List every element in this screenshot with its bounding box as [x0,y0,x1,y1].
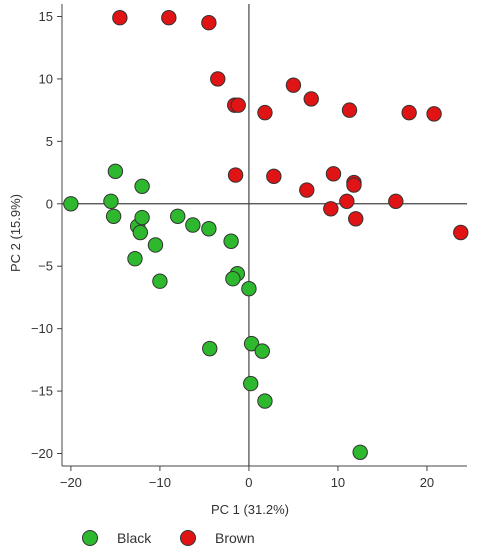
point-black [107,163,124,180]
x-tick-label: 10 [331,475,345,490]
y-tick-label: −5 [38,259,53,274]
point-brown [339,193,355,209]
point-brown [230,97,246,113]
point-brown [323,201,339,217]
x-axis-label: PC 1 (31.2%) [211,502,289,517]
y-tick-label: −15 [31,384,53,399]
legend-marker-brown [180,530,196,546]
point-brown [227,167,244,183]
point-black [257,393,273,409]
point-brown [426,106,442,122]
point-black [103,193,119,209]
legend: Black Brown [82,530,255,546]
point-black [170,208,186,224]
point-black [134,178,150,195]
x-tick-label: −10 [149,475,171,490]
point-brown [348,211,364,227]
point-brown [325,166,342,182]
point-black [185,217,201,233]
x-tick-label: 20 [420,475,434,490]
point-black [134,209,150,226]
tick-labels: −20 −10 0 10 20 −20 −15 −10 −5 0 5 10 15 [31,9,434,490]
point-black [243,335,260,352]
point-brown [266,168,282,185]
point-black [152,273,168,289]
point-black [132,224,149,241]
y-tick-label: −20 [31,446,53,461]
point-brown [388,193,404,209]
point-black [63,196,79,212]
point-black [105,208,122,224]
point-black [241,280,257,297]
data-points [63,10,469,460]
point-black [147,237,164,253]
point-brown [210,71,226,87]
point-black [243,375,259,392]
point-brown [161,10,177,26]
point-brown [453,224,469,241]
point-brown [299,182,315,198]
y-tick-label: 5 [46,134,53,149]
point-brown [285,77,302,93]
legend-marker-black [82,530,98,546]
point-brown [401,104,417,121]
legend-label-brown: Brown [215,530,255,546]
y-axis-label: PC 2 (15.9%) [8,194,23,272]
point-black [201,221,217,237]
point-brown [303,91,319,107]
y-tick-label: −10 [31,321,53,336]
point-brown [112,10,128,26]
y-tick-label: 10 [39,71,53,86]
point-black [202,340,218,357]
y-tick-label: 15 [39,9,53,24]
point-black [223,233,239,249]
x-tick-label: 0 [245,475,252,490]
point-black [254,343,270,359]
point-brown [201,15,217,31]
point-black [352,444,368,460]
point-black [127,251,143,267]
legend-label-black: Black [117,530,152,546]
point-brown [257,104,273,121]
point-brown [341,102,358,118]
point-black [225,271,241,287]
y-tick-label: 0 [46,196,53,211]
point-brown [346,177,362,193]
x-tick-label: −20 [60,475,82,490]
